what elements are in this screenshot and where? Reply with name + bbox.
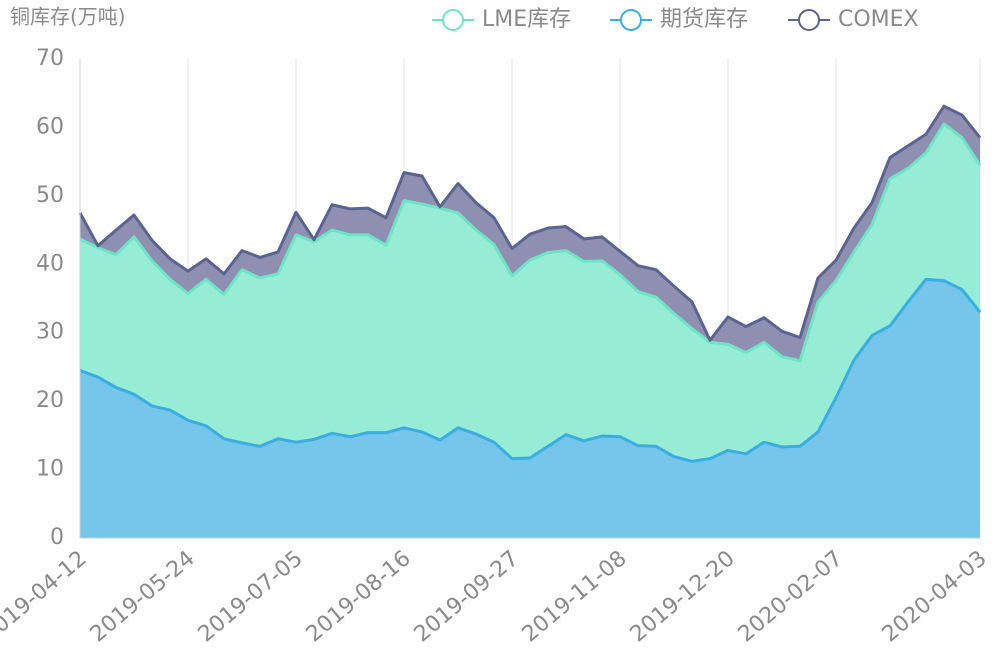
x-tick-label: 2019-07-05 <box>194 546 308 647</box>
areas <box>80 106 980 538</box>
legend-marker <box>620 9 642 31</box>
y-tick-label: 0 <box>50 525 64 550</box>
area-line <box>79 277 982 463</box>
legend-marker <box>798 9 820 31</box>
y-tick-label: 20 <box>36 388 64 413</box>
x-tick-label: 2020-02-07 <box>734 546 848 647</box>
x-tick-label: 2019-09-27 <box>410 546 524 647</box>
y-tick-label: 10 <box>36 457 64 482</box>
x-tick-label: 2019-05-24 <box>86 546 200 647</box>
area-line <box>78 104 982 342</box>
x-tick-label: 2019-11-08 <box>518 546 632 647</box>
x-tick-label: 2019-08-16 <box>302 546 416 647</box>
area-line <box>79 122 982 363</box>
y-tick-label: 60 <box>36 114 64 139</box>
chart-title: 铜库存(万吨) <box>10 5 126 29</box>
legend-label: COMEX <box>838 7 919 32</box>
legend-label: 期货库存 <box>660 7 748 32</box>
y-tick-label: 30 <box>36 320 64 345</box>
y-tick-label: 70 <box>36 46 64 71</box>
y-tick-label: 40 <box>36 251 64 276</box>
area <box>80 124 980 462</box>
x-tick-label: 2019-12-20 <box>626 546 740 647</box>
legend-marker <box>442 9 464 31</box>
x-tick-label: 2020-04-03 <box>878 546 992 647</box>
legend-label: LME库存 <box>482 7 571 32</box>
y-tick-label: 50 <box>36 183 64 208</box>
x-tick-label: 2019-04-12 <box>0 546 92 647</box>
area <box>80 279 980 538</box>
